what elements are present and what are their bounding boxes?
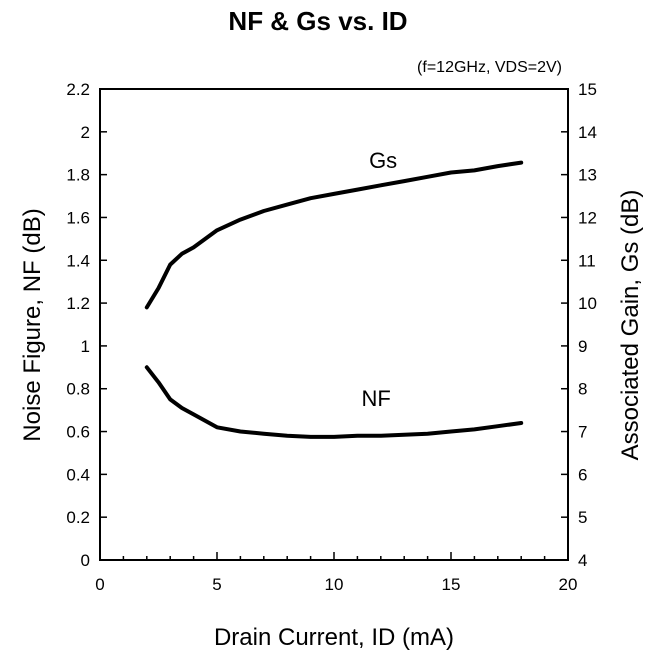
series-line-gs — [144, 160, 524, 310]
y-axis-label-right: Associated Gain, Gs (dB) — [617, 190, 644, 461]
y-left-tick-label: 0 — [81, 551, 90, 570]
y-right-tick-label: 7 — [578, 423, 587, 442]
y-left-tick-label: 1 — [81, 337, 90, 356]
series-line-nf — [144, 365, 524, 439]
y-right-tick-label: 10 — [578, 294, 597, 313]
y-left-tick-label: 1.2 — [66, 294, 90, 313]
y-left-tick-label: 2 — [81, 123, 90, 142]
y-right-tick-label: 5 — [578, 508, 587, 527]
y-axis-label-left: Noise Figure, NF (dB) — [19, 208, 46, 441]
chart-condition: (f=12GHz, VDS=2V) — [417, 59, 562, 76]
y-right-tick-label: 4 — [578, 551, 587, 570]
plot-area — [99, 88, 569, 561]
y-right-tick-label: 14 — [578, 123, 597, 142]
y-left-tick-label: 0.6 — [66, 423, 90, 442]
x-tick-label: 0 — [95, 575, 104, 594]
y-right-tick-label: 11 — [578, 251, 596, 270]
y-left-tick-label: 0.4 — [66, 465, 90, 484]
y-right-tick-label: 6 — [578, 465, 587, 484]
y-left-tick-label: 2.2 — [66, 80, 90, 99]
x-tick-label: 5 — [212, 575, 221, 594]
y-left-tick-label: 0.8 — [66, 380, 90, 399]
chart-title: NF & Gs vs. ID — [228, 6, 407, 36]
y-left-tick-label: 1.6 — [66, 208, 90, 227]
y-right-tick-label: 12 — [578, 208, 597, 227]
y-right-tick-label: 15 — [578, 80, 597, 99]
x-axis-label: Drain Current, ID (mA) — [214, 624, 454, 651]
x-tick-label: 20 — [559, 575, 578, 594]
y-left-tick-label: 1.8 — [66, 166, 90, 185]
x-tick-label: 10 — [325, 575, 344, 594]
y-right-tick-label: 9 — [578, 337, 587, 356]
y-right-tick-label: 13 — [578, 166, 597, 185]
y-left-tick-label: 0.2 — [66, 508, 90, 527]
series-label-nf: NF — [361, 386, 390, 411]
y-left-tick-label: 1.4 — [66, 251, 90, 270]
y-right-tick-label: 8 — [578, 380, 587, 399]
x-tick-label: 15 — [442, 575, 461, 594]
series-label-gs: Gs — [369, 148, 397, 173]
